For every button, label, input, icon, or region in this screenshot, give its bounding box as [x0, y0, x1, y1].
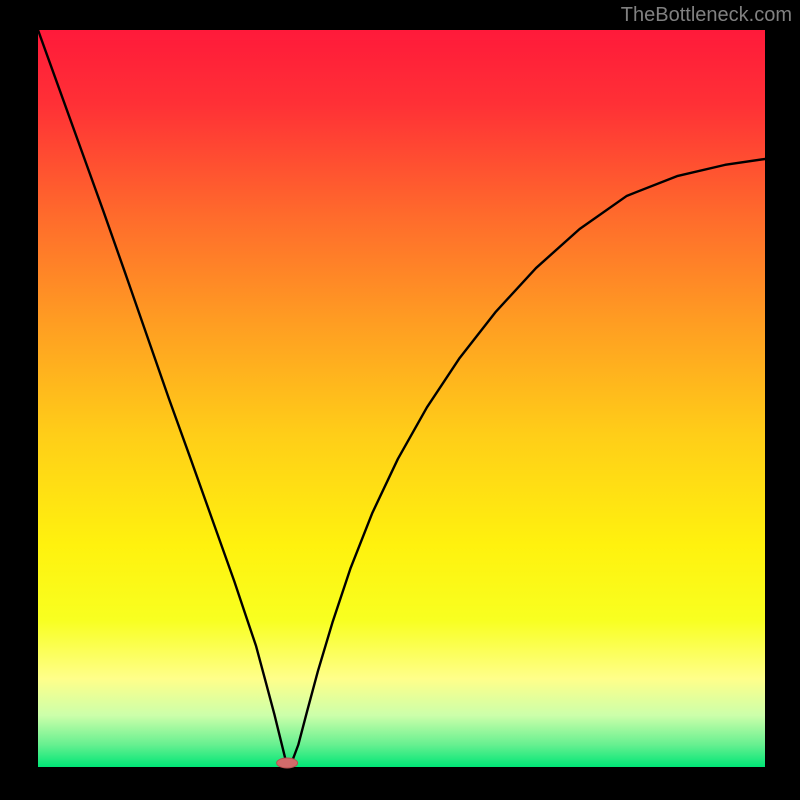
- plot-area: [38, 30, 765, 767]
- chart-container: TheBottleneck.com: [0, 0, 800, 800]
- bottleneck-curve: [38, 30, 765, 767]
- watermark-text: TheBottleneck.com: [621, 4, 792, 27]
- optimal-point-marker: [276, 758, 298, 769]
